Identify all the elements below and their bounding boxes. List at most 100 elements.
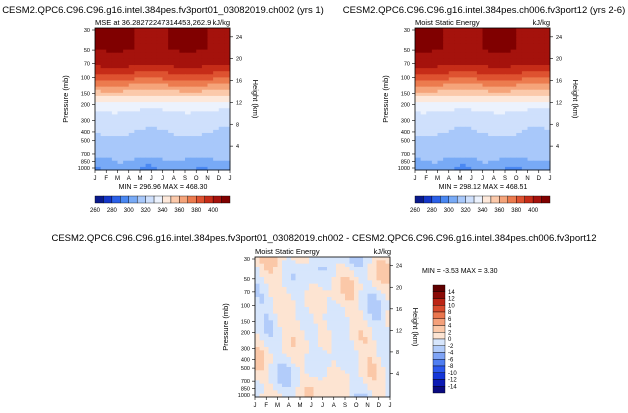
heatmap-cell — [505, 89, 512, 94]
heatmap-cell — [291, 350, 296, 355]
heatmap-cell — [544, 28, 551, 32]
heatmap-cell — [340, 313, 346, 318]
heatmap-cell — [376, 270, 382, 275]
heatmap-cell — [255, 297, 260, 301]
heatmap-cell — [471, 163, 478, 168]
heatmap-cell — [277, 277, 283, 281]
heatmap-cell — [313, 337, 319, 341]
heatmap-cell — [140, 95, 147, 100]
heatmap-cell — [443, 49, 450, 54]
heatmap-cell — [318, 367, 323, 371]
heatmap-cell — [168, 136, 175, 140]
heatmap-cell — [273, 343, 278, 348]
heatmap-cell — [162, 163, 169, 168]
heatmap-cell — [437, 154, 444, 159]
heatmap-cell — [476, 105, 483, 109]
heatmap-cell — [538, 117, 545, 122]
heatmap-cell — [295, 317, 301, 321]
heatmap-cell — [482, 28, 489, 32]
heatmap-cell — [431, 68, 438, 72]
heatmap-cell — [521, 114, 528, 118]
heatmap-cell — [454, 136, 461, 140]
heatmap-cell — [476, 139, 483, 143]
heatmap-cell — [443, 43, 450, 47]
heatmap-cell — [426, 132, 433, 137]
heatmap-cell — [415, 166, 422, 171]
heatmap-cell — [431, 55, 438, 60]
heatmap-cell — [218, 151, 225, 155]
heatmap-cell — [358, 283, 364, 288]
heatmap-cell — [420, 148, 427, 152]
heatmap-cell — [533, 49, 540, 54]
heatmap-cell — [354, 393, 359, 398]
heatmap-cell — [358, 377, 364, 381]
heatmap-cell — [255, 390, 260, 395]
heatmap-cell — [465, 148, 472, 152]
heatmap-cell — [336, 380, 341, 385]
heatmap-cell — [431, 43, 438, 47]
heatmap-cell — [273, 257, 278, 261]
heatmap-cell — [255, 383, 260, 388]
heatmap-cell — [345, 350, 350, 355]
heatmap-cell — [134, 46, 141, 51]
heatmap-cell — [538, 46, 545, 51]
heatmap-cell — [381, 313, 386, 318]
heatmap-cell — [100, 129, 107, 134]
heatmap-cell — [437, 129, 444, 134]
heatmap-cell — [190, 99, 197, 103]
heatmap-cell — [168, 71, 175, 75]
heatmap-cell — [196, 55, 203, 60]
heatmap-cell — [426, 102, 433, 106]
heatmap-cell — [322, 267, 328, 271]
heatmap-cell — [376, 287, 382, 291]
heatmap-cell — [196, 77, 203, 81]
heatmap-cell — [117, 105, 124, 109]
colorbar-swatch — [432, 345, 446, 353]
heatmap-cell — [527, 145, 534, 149]
heatmap-cell — [207, 117, 214, 122]
heatmap-cell — [259, 343, 265, 348]
heatmap-cell — [224, 43, 231, 47]
colorbar-swatch — [456, 195, 466, 204]
heatmap-cell — [277, 257, 283, 261]
heatmap-cell — [313, 333, 319, 338]
heatmap-cell — [313, 267, 319, 271]
heatmap-cell — [516, 108, 523, 112]
heatmap-cell — [516, 99, 523, 103]
heatmap-cell — [460, 40, 467, 44]
heatmap-cell — [367, 303, 373, 308]
heatmap-cell — [493, 31, 500, 35]
heatmap-cell — [151, 83, 158, 88]
heatmap-cell — [140, 120, 147, 125]
heatmap-cell — [123, 55, 130, 60]
x-tick-label: D — [217, 176, 222, 182]
heatmap-cell — [476, 77, 483, 81]
heatmap-cell — [327, 317, 332, 321]
heatmap-cell — [123, 117, 130, 122]
heatmap-cell — [345, 373, 350, 378]
heatmap-cell — [538, 49, 545, 54]
heatmap-cell — [295, 347, 301, 351]
heatmap-cell — [420, 71, 427, 75]
heatmap-cell — [454, 160, 461, 165]
heatmap-cell — [544, 160, 551, 165]
heatmap-cell — [213, 46, 220, 51]
heatmap-cell — [354, 290, 359, 295]
heatmap-cell — [505, 123, 512, 128]
heatmap-cell — [173, 86, 180, 91]
heatmap-cell — [527, 40, 534, 44]
heatmap-cell — [309, 377, 314, 381]
heatmap-cell — [505, 43, 512, 47]
heatmap-cell — [431, 136, 438, 140]
heatmap-cell — [345, 360, 350, 365]
heatmap-cell — [295, 373, 301, 378]
heatmap-cell — [185, 46, 192, 51]
heatmap-cell — [340, 360, 346, 365]
heatmap-cell — [493, 28, 500, 32]
heatmap-cell — [363, 263, 368, 268]
heatmap-cell — [162, 139, 169, 143]
heatmap-cell — [140, 80, 147, 84]
heatmap-cell — [282, 393, 287, 398]
heatmap-cell — [488, 102, 495, 106]
